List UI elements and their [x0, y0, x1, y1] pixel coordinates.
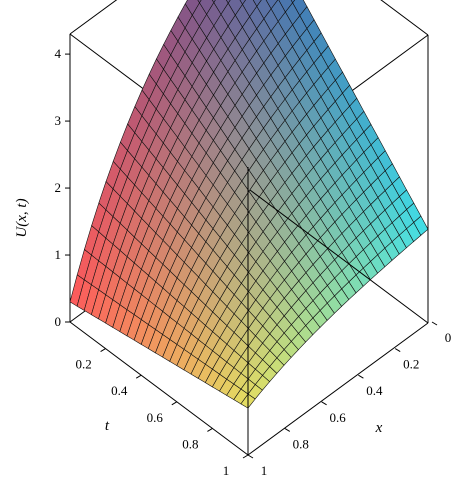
box-edge	[69, 0, 118, 35]
t-tick-mark	[242, 454, 249, 459]
z-axis-ticks: 0 1 2 3 4	[55, 46, 70, 329]
t-tick-label: 0.4	[111, 383, 128, 398]
t-tick-mark	[171, 401, 178, 406]
x-tick-mark	[247, 454, 254, 459]
t-tick-label: 0.2	[75, 357, 91, 372]
x-tick-label: 0.2	[403, 357, 419, 372]
z-tick-label: 2	[55, 180, 62, 195]
t-axis-label: t	[105, 418, 110, 434]
t-tick-label: 1	[223, 463, 230, 478]
x-tick-mark	[358, 374, 364, 379]
x-tick-mark	[394, 348, 401, 353]
x-axis-label: x	[375, 420, 383, 436]
t-tick-mark	[100, 348, 106, 353]
z-tick-label: 0	[55, 314, 62, 329]
z-axis-label: U(x, t)	[14, 198, 30, 237]
surface-cell	[290, 0, 296, 4]
x-tick-label: 1	[261, 463, 268, 478]
t-tick-mark	[207, 427, 213, 432]
t-tick-mark	[135, 374, 142, 379]
t-axis-ticks: 0.2 0.4 0.6 0.8 1	[75, 348, 249, 478]
x-tick-mark	[284, 427, 291, 432]
z-tick-label: 3	[55, 113, 62, 128]
z-tick-label: 1	[55, 247, 62, 262]
z-tick-label: 4	[55, 46, 62, 61]
surface-cell	[225, 0, 231, 4]
box-edge	[249, 189, 429, 324]
box-edge	[380, 0, 429, 36]
surface-mesh	[69, 0, 429, 409]
x-tick-label: 0	[445, 330, 452, 345]
box-edge	[69, 321, 249, 456]
x-tick-label: 0.4	[366, 383, 383, 398]
bounding-box-front	[69, 35, 429, 456]
x-axis-ticks: 0 0.2 0.4 0.6 0.8 1	[247, 321, 452, 478]
x-tick-mark	[431, 321, 438, 326]
surface-cell	[197, 0, 202, 4]
box-edge	[247, 322, 429, 456]
t-tick-label: 0.8	[182, 436, 198, 451]
t-tick-label: 0.6	[147, 410, 164, 425]
x-tick-label: 0.6	[329, 410, 346, 425]
x-tick-mark	[321, 401, 327, 406]
surface-cell	[211, 0, 216, 4]
x-tick-label: 0.8	[293, 436, 309, 451]
